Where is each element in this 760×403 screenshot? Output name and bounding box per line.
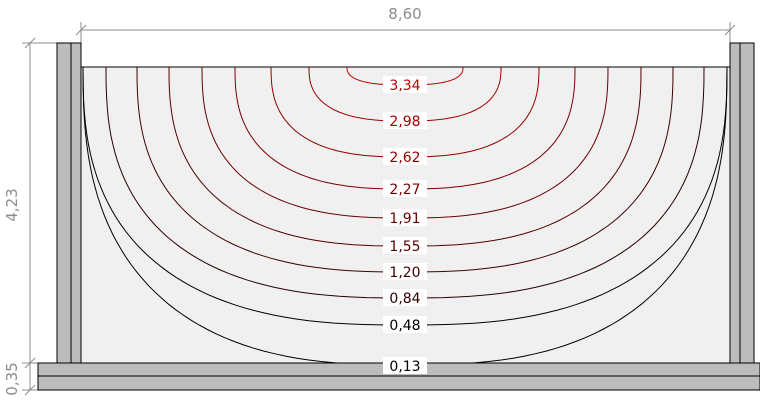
width-dimension-label: 8,60 (388, 5, 421, 23)
dimension-line-10 (24, 357, 36, 369)
height-dimension-label: 4,23 (3, 188, 21, 221)
contour-label-bg (383, 76, 427, 93)
contour-label-bg (383, 316, 427, 333)
right-wall (729, 42, 755, 364)
contour-label-bg (383, 148, 427, 165)
contour-label: 2,62 (389, 150, 420, 166)
contour-label: 2,98 (389, 114, 420, 130)
contour-label: 0,48 (389, 318, 420, 334)
contour-label: 2,27 (389, 182, 420, 198)
contour-label-bg (383, 180, 427, 197)
contour-label-bg (383, 289, 427, 306)
dimension-line-3 (75, 24, 87, 36)
contour-label: 1,20 (389, 265, 420, 281)
contour-label: 1,55 (389, 239, 420, 255)
dimension-line-4 (724, 24, 736, 36)
contour-label: 3,34 (389, 78, 420, 94)
contour-label: 0,13 (389, 359, 420, 375)
contour-label: 1,91 (389, 211, 420, 227)
contour-label: 0,84 (389, 291, 420, 307)
contour-label-bg (383, 263, 427, 280)
slab-dimension-label: 0,35 (3, 362, 21, 395)
contour-label-bg (383, 209, 427, 226)
left-wall (56, 42, 82, 364)
contour-label-bg (383, 237, 427, 254)
dimension-line-9 (24, 37, 36, 49)
contour-label-bg (383, 357, 427, 374)
dimension-lines (22, 22, 736, 396)
contour-labels: 3,34 2,98 2,62 2,27 1,91 1,55 1,20 0,84 0,48 0,13 (383, 76, 427, 375)
contour-label-bg (383, 112, 427, 129)
dimension-line-11 (24, 384, 36, 396)
